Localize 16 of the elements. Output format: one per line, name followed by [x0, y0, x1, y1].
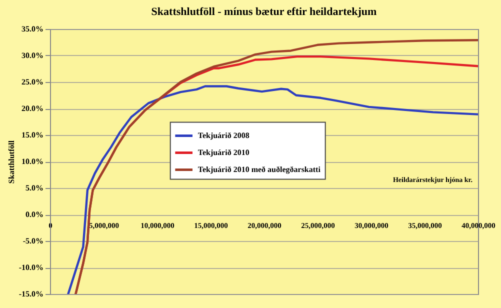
y-tick-label: -5.0% [22, 236, 44, 246]
legend-label: Tekjuárið 2010 [198, 148, 250, 157]
y-tick-label: 15.0% [22, 130, 44, 140]
y-tick-label: 25.0% [22, 78, 44, 86]
legend-label: Tekjuárið 2008 [198, 130, 250, 140]
y-axis-title: Skatthlutföll [6, 140, 16, 184]
chart-title: Skattshlutföll - mínus bætur eftir heildartekjum [151, 6, 377, 18]
y-tick-label: 5.0% [26, 184, 44, 192]
y-tick-label: 35.0% [22, 24, 44, 34]
y-tick-label: 30.0% [22, 51, 44, 60]
y-tick-label: 20.0% [22, 104, 44, 113]
y-tick-label: -10.0% [18, 263, 44, 272]
y-tick-label: 0.0% [26, 210, 44, 219]
legend-label: Tekjuárið 2010 með auðlegðarskatti [198, 164, 322, 174]
y-tick-label: 10.0% [22, 157, 44, 166]
y-tick-label: -15.0% [18, 290, 44, 298]
